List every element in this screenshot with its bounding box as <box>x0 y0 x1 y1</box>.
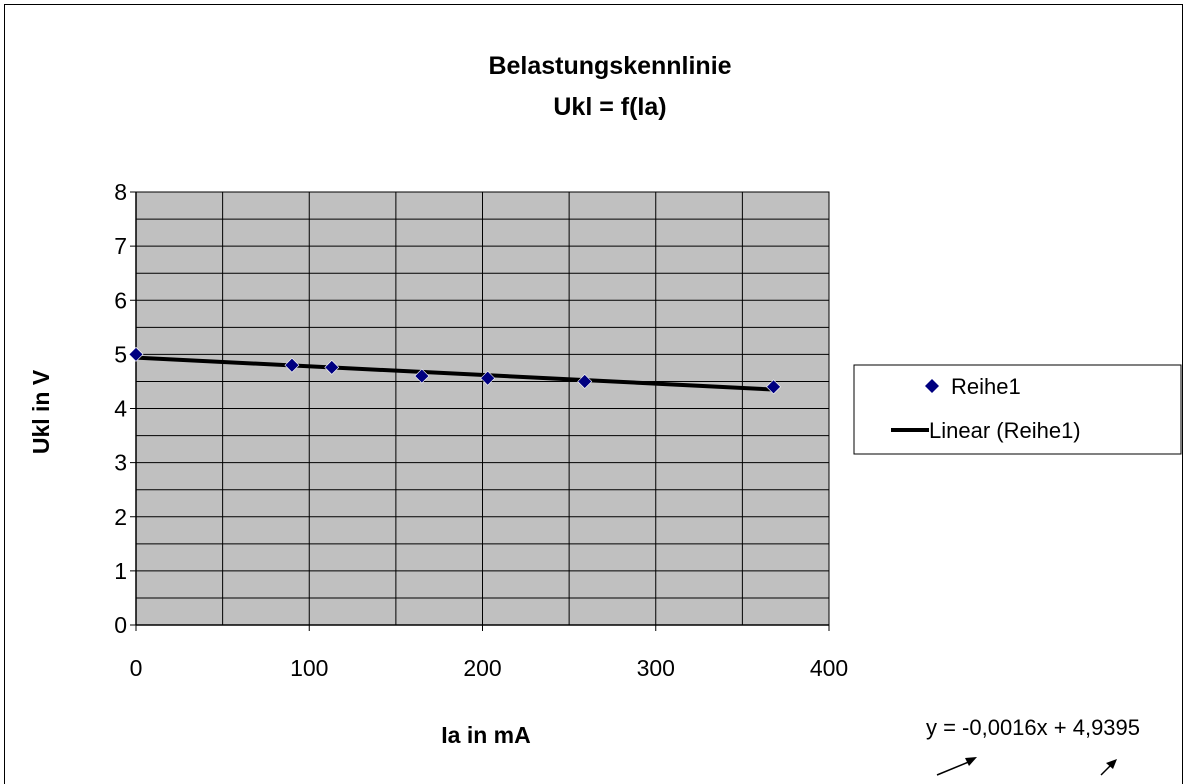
chart-svg: Belastungskennlinie Ukl = f(Ia) 0 1 2 3 4 5 6 7… <box>28 52 1182 776</box>
data-points <box>128 346 781 395</box>
x-tick-labels: 0 100 200 300 400 <box>130 655 849 681</box>
y-tick-label: 4 <box>114 396 127 422</box>
x-tick-label: 200 <box>463 655 501 681</box>
arrow-icon <box>936 757 977 776</box>
arrow-icon <box>1100 759 1117 776</box>
y-tick-label: 5 <box>114 341 127 367</box>
chart-frame: Belastungskennlinie Ukl = f(Ia) 0 1 2 3 4 5 6 7… <box>4 4 1183 784</box>
y-tick-label: 1 <box>114 558 127 584</box>
chart-title-line-1: Belastungskennlinie <box>488 52 731 80</box>
data-point <box>414 368 430 384</box>
y-tick-label: 6 <box>114 287 127 313</box>
data-point <box>284 357 300 373</box>
data-point <box>480 370 496 386</box>
y-tick-label: 7 <box>114 233 127 259</box>
x-axis-label: Ia in mA <box>441 722 530 748</box>
data-point <box>766 379 781 395</box>
data-point <box>577 374 593 389</box>
y-axis-label: Ukl in V <box>28 369 54 454</box>
y-tick-labels: 0 1 2 3 4 5 6 7 8 <box>114 179 127 638</box>
legend-box <box>853 364 1182 455</box>
x-tick-label: 100 <box>290 655 328 681</box>
y-tick-label: 8 <box>114 179 127 205</box>
x-tick-label: 400 <box>810 655 848 681</box>
legend: Reihe1 Linear (Reihe1) <box>853 364 1182 455</box>
legend-label-trendline: Linear (Reihe1) <box>929 418 1081 443</box>
x-tick-label: 0 <box>130 655 143 681</box>
x-tick-label: 300 <box>637 655 675 681</box>
y-tick-label: 0 <box>114 612 127 638</box>
y-tick-label: 3 <box>114 450 127 476</box>
trendline-equation: y = -0,0016x + 4,9395 <box>926 715 1140 740</box>
data-point <box>128 346 144 362</box>
chart-title-line-2: Ukl = f(Ia) <box>553 93 666 121</box>
y-tick-label: 2 <box>114 504 127 530</box>
trendline-layer <box>135 355 774 392</box>
legend-label-reihe1: Reihe1 <box>951 374 1021 399</box>
legend-marker-reihe1 <box>925 379 939 393</box>
trendline <box>135 355 774 392</box>
data-point <box>324 359 340 375</box>
